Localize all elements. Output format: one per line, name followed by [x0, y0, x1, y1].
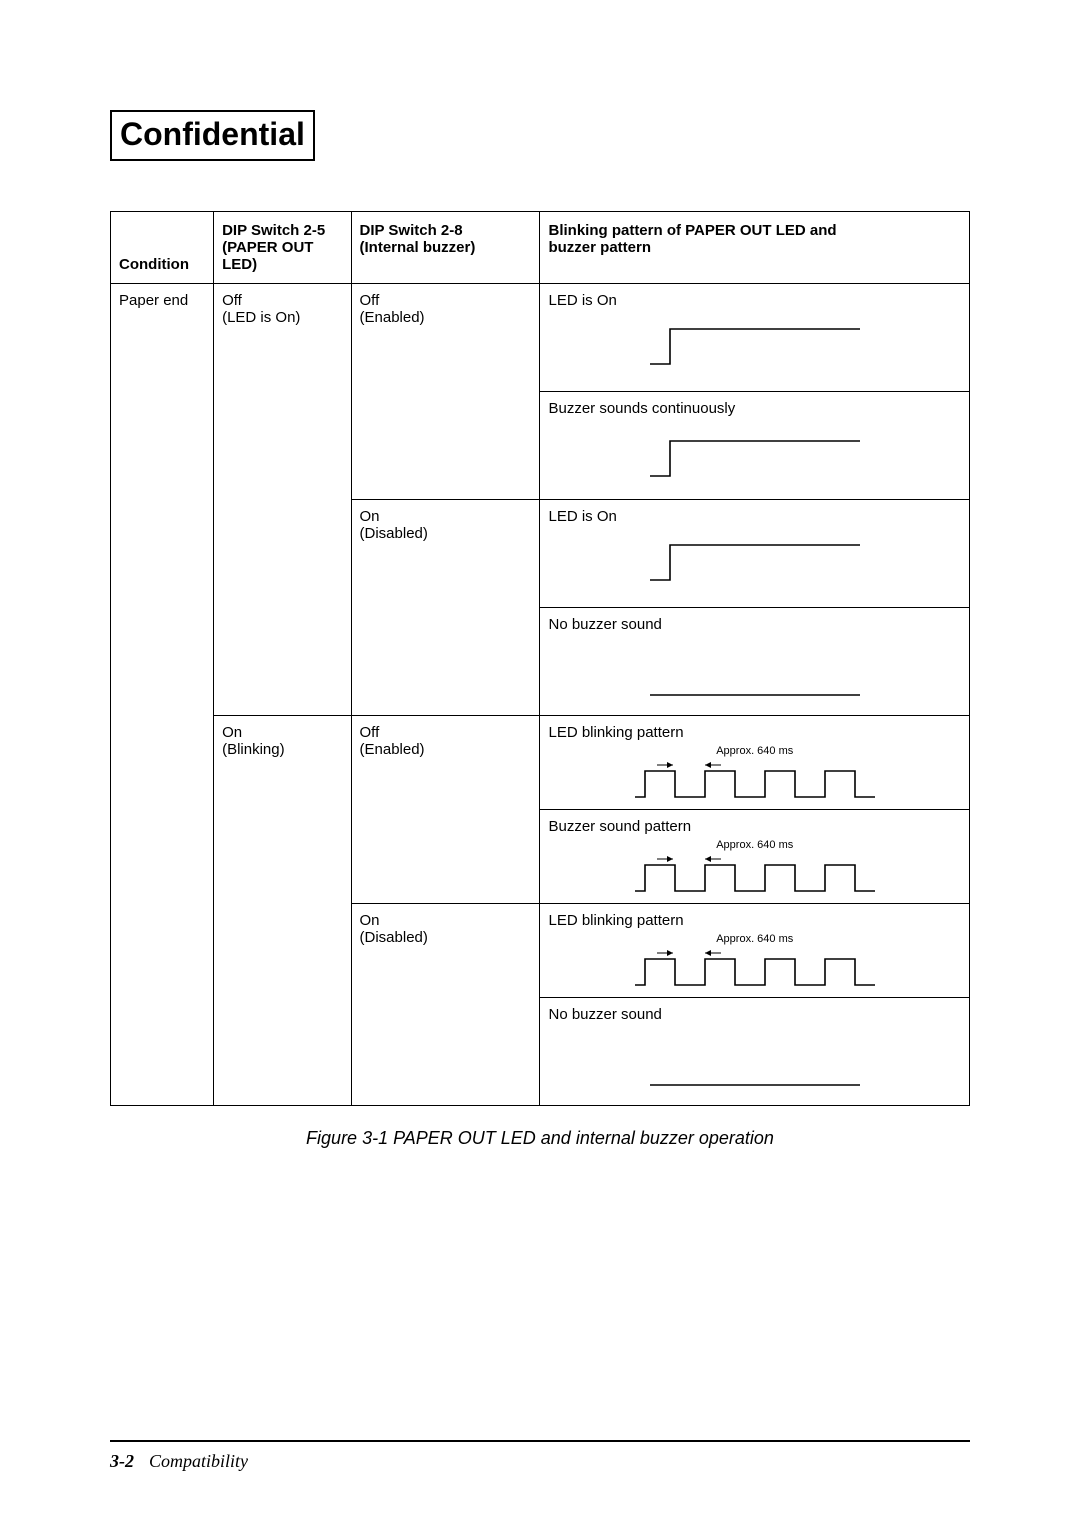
cell-sw25-on: On (Blinking)	[214, 716, 351, 1106]
cell-pattern-r4: No buzzer sound	[540, 608, 970, 716]
page-number: 3-2	[110, 1451, 134, 1471]
cell-sw28-on-1: On (Disabled)	[351, 500, 540, 716]
cell-pattern-r2: Buzzer sounds continuously	[540, 392, 970, 500]
cell-sw28-off-1: Off (Enabled)	[351, 284, 540, 500]
led-buzzer-table: Condition DIP Switch 2-5 (PAPER OUT LED)…	[110, 211, 970, 1106]
pattern-label: Buzzer sound pattern	[548, 818, 961, 835]
cell-sw28-off-2: Off (Enabled)	[351, 716, 540, 904]
cell-pattern-r5: LED blinking pattern Approx. 640 ms	[540, 716, 970, 810]
cell-pattern-r8: No buzzer sound	[540, 998, 970, 1106]
cell-pattern-r6: Buzzer sound pattern Approx. 640 ms	[540, 810, 970, 904]
cell-sw28-on-2: On (Disabled)	[351, 904, 540, 1106]
pattern-label: LED blinking pattern	[548, 724, 961, 741]
waveform-square	[625, 853, 885, 895]
pattern-label: LED blinking pattern	[548, 912, 961, 929]
th-pattern: Blinking pattern of PAPER OUT LED and bu…	[540, 212, 970, 284]
pattern-label: LED is On	[548, 292, 961, 309]
pattern-label: LED is On	[548, 508, 961, 525]
table-row: Paper end Off (LED is On) Off (Enabled) …	[111, 284, 970, 392]
table-header-row: Condition DIP Switch 2-5 (PAPER OUT LED)…	[111, 212, 970, 284]
section-title: Compatibility	[149, 1451, 248, 1471]
approx-label: Approx. 640 ms	[548, 933, 961, 945]
waveform-step-on	[635, 431, 875, 481]
page-footer: 3-2 Compatibility	[110, 1451, 248, 1472]
waveform-square	[625, 947, 885, 989]
table-row: On (Blinking) Off (Enabled) LED blinking…	[111, 716, 970, 810]
pattern-label: No buzzer sound	[548, 1006, 961, 1023]
page: Confidential Condition DIP Switch 2-5 (P…	[0, 0, 1080, 1528]
confidential-stamp: Confidential	[110, 110, 315, 161]
cell-pattern-r7: LED blinking pattern Approx. 640 ms	[540, 904, 970, 998]
th-condition: Condition	[111, 212, 214, 284]
figure-caption: Figure 3-1 PAPER OUT LED and internal bu…	[110, 1128, 970, 1149]
waveform-flat	[635, 655, 875, 705]
waveform-square	[625, 759, 885, 801]
cell-sw25-off: Off (LED is On)	[214, 284, 351, 716]
approx-label: Approx. 640 ms	[548, 745, 961, 757]
th-sw28: DIP Switch 2-8 (Internal buzzer)	[351, 212, 540, 284]
waveform-flat	[635, 1045, 875, 1095]
footer-rule	[110, 1440, 970, 1442]
cell-pattern-r1: LED is On	[540, 284, 970, 392]
waveform-step-on	[635, 535, 875, 585]
cell-pattern-r3: LED is On	[540, 500, 970, 608]
approx-label: Approx. 640 ms	[548, 839, 961, 851]
waveform-step-on	[635, 319, 875, 369]
pattern-label: No buzzer sound	[548, 616, 961, 633]
cell-condition: Paper end	[111, 284, 214, 1106]
th-sw25: DIP Switch 2-5 (PAPER OUT LED)	[214, 212, 351, 284]
pattern-label: Buzzer sounds continuously	[548, 400, 961, 417]
